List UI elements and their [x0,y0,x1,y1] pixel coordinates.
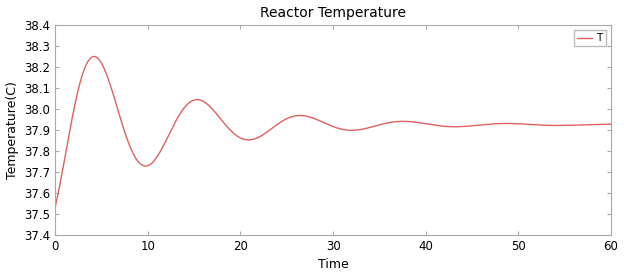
Legend: T: T [573,30,606,46]
Title: Reactor Temperature: Reactor Temperature [260,6,406,20]
Y-axis label: Temperature(C): Temperature(C) [6,81,19,179]
X-axis label: Time: Time [318,258,348,271]
